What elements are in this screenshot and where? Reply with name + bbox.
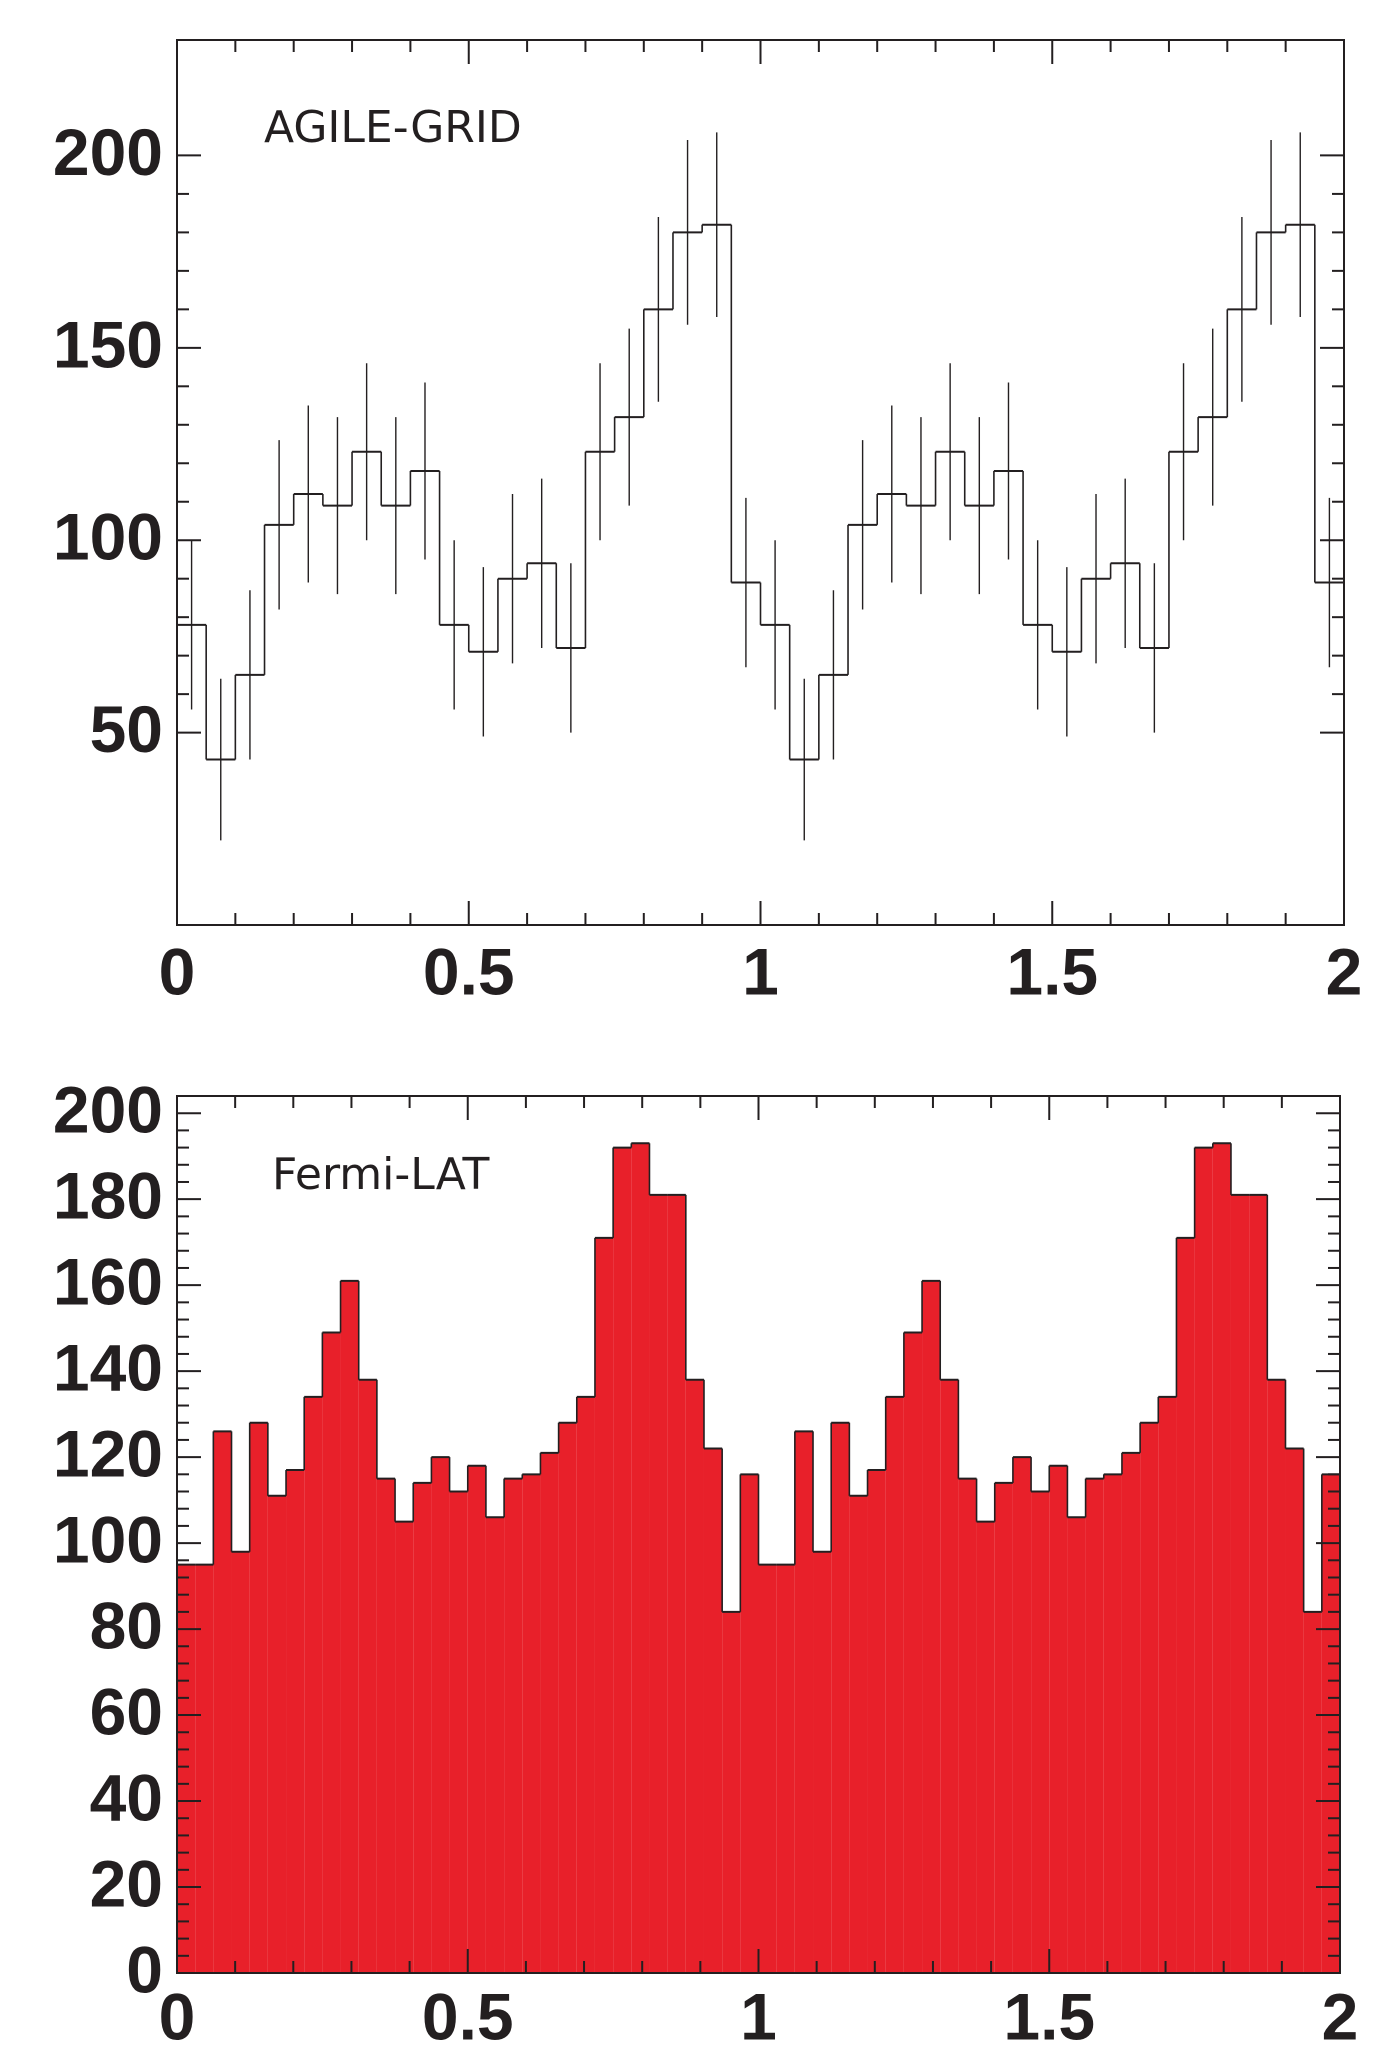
bar	[431, 1457, 450, 1973]
y-tick-label: 150	[53, 307, 163, 381]
bar	[1031, 1491, 1050, 1973]
bar	[231, 1551, 250, 1973]
y-tick-label: 80	[90, 1589, 163, 1663]
bar	[449, 1491, 468, 1973]
x-tick-label: 0.5	[423, 934, 515, 1008]
bar	[1267, 1379, 1286, 1973]
bar	[776, 1564, 795, 1973]
bar	[1176, 1237, 1195, 1973]
bar	[813, 1551, 832, 1973]
bar	[958, 1478, 977, 1973]
x-tick-label: 1.5	[1003, 1979, 1095, 2053]
bar	[1012, 1457, 1032, 1973]
bar	[1285, 1448, 1304, 1973]
bar	[1321, 1474, 1340, 1973]
bar	[267, 1495, 287, 1973]
bar	[395, 1521, 414, 1973]
x-tick-label: 1	[740, 1979, 777, 2053]
bar	[667, 1194, 686, 1973]
y-tick-label: 40	[90, 1760, 163, 1834]
bar	[1158, 1396, 1177, 1973]
bar	[613, 1147, 632, 1973]
bar	[1230, 1194, 1250, 1973]
x-tick-label: 0	[159, 1979, 196, 2053]
y-tick-label: 120	[53, 1417, 163, 1491]
bar	[340, 1280, 359, 1973]
bar	[213, 1431, 232, 1973]
bar	[903, 1332, 923, 1973]
bar	[467, 1465, 486, 1973]
bar	[1085, 1478, 1104, 1973]
bar	[1049, 1465, 1068, 1973]
bar	[1103, 1474, 1122, 1973]
x-tick-label: 1	[742, 934, 779, 1008]
bar	[994, 1482, 1013, 1973]
y-tick-label: 140	[53, 1331, 163, 1405]
x-tick-label: 2	[1326, 934, 1363, 1008]
bar	[831, 1422, 850, 1973]
bar	[304, 1396, 323, 1973]
bar	[576, 1396, 595, 1973]
bar	[558, 1422, 577, 1973]
bar	[177, 1564, 196, 1973]
bar	[1194, 1147, 1213, 1973]
bar	[376, 1478, 396, 1973]
bar	[485, 1517, 505, 1973]
y-tick-label: 60	[90, 1674, 163, 1748]
bar	[940, 1379, 959, 1973]
bar	[922, 1280, 941, 1973]
bar	[885, 1396, 904, 1973]
bar	[594, 1237, 614, 1973]
bar	[322, 1332, 341, 1973]
bar	[358, 1379, 377, 1973]
bar	[740, 1474, 759, 1973]
y-tick-label: 100	[53, 1503, 163, 1577]
bar	[1067, 1517, 1086, 1973]
bar	[1140, 1422, 1159, 1973]
bar	[522, 1474, 541, 1973]
x-tick-label: 2	[1322, 1979, 1359, 2053]
bar	[649, 1194, 668, 1973]
x-tick-label: 0.5	[422, 1979, 514, 2053]
bar	[976, 1521, 995, 1973]
bar	[540, 1452, 559, 1973]
bar	[249, 1422, 268, 1973]
bar	[195, 1564, 214, 1973]
bar	[1249, 1194, 1268, 1973]
bar	[1121, 1452, 1141, 1973]
bar	[1303, 1611, 1322, 1973]
bar	[504, 1478, 523, 1973]
bar	[703, 1448, 723, 1973]
bar	[631, 1143, 650, 1973]
y-tick-label: 50	[90, 692, 163, 766]
y-tick-label: 180	[53, 1159, 163, 1233]
x-tick-label: 1.5	[1006, 934, 1098, 1008]
y-tick-label: 200	[53, 115, 163, 189]
bar	[1212, 1143, 1231, 1973]
bar	[849, 1495, 868, 1973]
y-tick-label: 160	[53, 1245, 163, 1319]
annotation: Fermi-LAT	[272, 1149, 489, 1200]
bar	[685, 1379, 704, 1973]
y-tick-label: 200	[53, 1073, 163, 1147]
bar	[286, 1470, 305, 1973]
bar	[867, 1470, 886, 1973]
y-tick-label: 20	[90, 1846, 163, 1920]
y-tick-label: 0	[126, 1932, 163, 2006]
bar	[794, 1431, 814, 1973]
bar	[722, 1611, 741, 1973]
annotation: AGILE-GRID	[264, 102, 522, 153]
x-tick-label: 0	[159, 934, 196, 1008]
bar	[413, 1482, 432, 1973]
bar	[758, 1564, 777, 1973]
y-tick-label: 100	[53, 500, 163, 574]
